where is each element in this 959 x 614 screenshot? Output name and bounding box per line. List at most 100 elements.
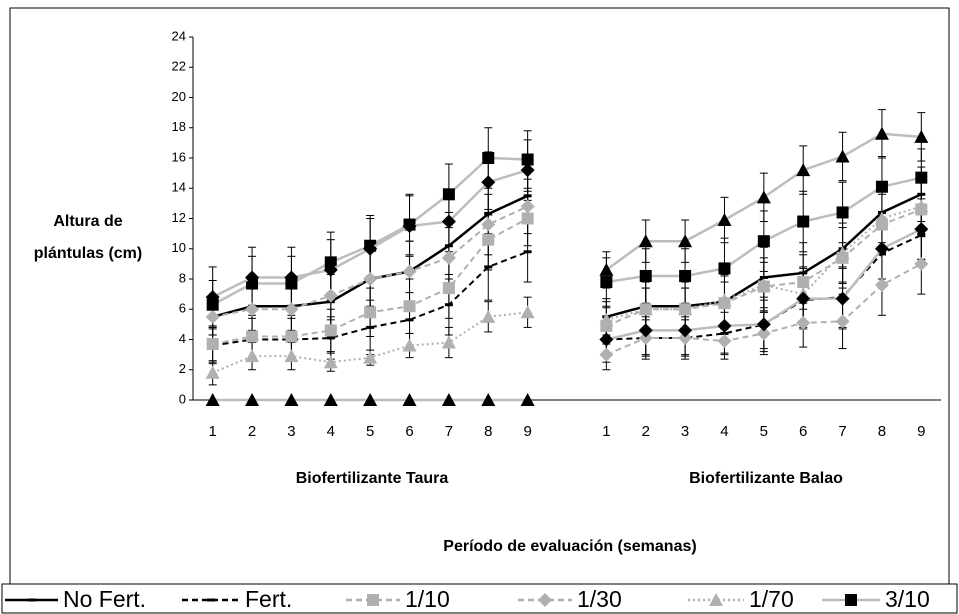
data-point [717, 334, 732, 349]
legend-label: No Fert. [63, 586, 146, 612]
y-tick-label: 14 [172, 180, 186, 195]
data-point [402, 393, 417, 406]
data-point [284, 270, 299, 285]
data-point [756, 278, 771, 292]
data-point [482, 233, 495, 246]
x-tick-label: 3 [681, 423, 689, 440]
data-point [363, 272, 378, 286]
data-point [442, 188, 455, 201]
data-point [323, 288, 338, 303]
data-point [520, 163, 535, 178]
y-tick-label: 20 [172, 89, 186, 104]
data-point [875, 180, 888, 193]
data-point [638, 323, 653, 338]
data-point [245, 349, 260, 363]
data-point [205, 393, 220, 406]
x-tick-label: 8 [878, 423, 886, 440]
x-tick-label: 8 [484, 423, 492, 440]
y-tick-label: 10 [172, 240, 186, 255]
data-point [835, 246, 850, 260]
data-point [797, 215, 810, 228]
data-point [520, 393, 535, 406]
y-tick-label: 6 [179, 301, 186, 316]
data-point [914, 129, 929, 143]
data-point [678, 330, 693, 345]
y-tick-label: 16 [172, 149, 186, 164]
data-point [442, 282, 455, 295]
x-tick-label: 7 [445, 423, 453, 440]
legend-marker [367, 594, 379, 606]
data-point [484, 212, 493, 216]
data-point [324, 324, 337, 337]
x-axis-label: Período de evaluación (semanas) [443, 538, 696, 555]
chart-frame [9, 7, 950, 585]
data-point [678, 323, 693, 338]
data-point [245, 270, 260, 285]
group-label: Biofertilizante Taura [296, 470, 449, 487]
data-point [402, 264, 417, 279]
data-point [756, 326, 771, 341]
y-tick-label: 0 [179, 391, 186, 406]
data-point [678, 234, 693, 248]
x-tick-label: 6 [799, 423, 807, 440]
data-point [364, 306, 377, 319]
data-point [874, 211, 889, 225]
data-point [914, 222, 929, 237]
data-point [403, 300, 416, 313]
data-point [323, 262, 338, 277]
y-tick-label: 4 [179, 331, 186, 346]
data-point [402, 338, 417, 352]
data-point [205, 290, 220, 305]
data-point [363, 393, 378, 406]
data-point [874, 278, 889, 293]
data-point [481, 217, 496, 232]
y-tick-label: 24 [172, 28, 186, 43]
x-tick-label: 5 [760, 423, 768, 440]
y-tick-label: 18 [172, 119, 186, 134]
y-tick-label: 8 [179, 270, 186, 285]
data-point [914, 199, 929, 213]
data-point [284, 302, 299, 317]
data-point [441, 335, 456, 349]
data-point [326, 336, 335, 340]
legend-marker [709, 593, 723, 606]
data-point [759, 275, 768, 279]
data-point [405, 318, 414, 322]
data-point [481, 175, 496, 190]
x-tick-label: 5 [366, 423, 374, 440]
data-point [444, 244, 453, 248]
x-tick-label: 1 [602, 423, 610, 440]
data-point [521, 153, 534, 166]
data-point [284, 393, 299, 406]
data-point [679, 269, 692, 282]
legend-marker [27, 598, 36, 602]
legend-marker [538, 593, 552, 607]
legend-label: Fert. [245, 586, 292, 612]
data-point [205, 365, 220, 379]
x-tick-label: 3 [287, 423, 295, 440]
legend-label: 3/10 [885, 586, 930, 612]
data-point [523, 250, 532, 254]
data-point [206, 338, 219, 351]
data-point [206, 298, 219, 311]
x-tick-label: 2 [248, 423, 256, 440]
data-point [797, 276, 810, 289]
y-axis-label: plántulas (cm) [34, 245, 142, 262]
legend-label: 1/10 [405, 586, 450, 612]
data-point [599, 332, 614, 347]
data-point [366, 325, 375, 329]
x-tick-label: 6 [405, 423, 413, 440]
data-point [441, 393, 456, 406]
data-point [520, 199, 535, 214]
legend-label: 1/70 [749, 586, 794, 612]
data-point [520, 305, 535, 319]
x-tick-label: 9 [523, 423, 531, 440]
data-point [521, 212, 534, 225]
data-point [836, 206, 849, 219]
data-point [835, 314, 850, 329]
data-point [484, 265, 493, 269]
data-point [481, 393, 496, 406]
legend-marker [207, 598, 215, 602]
x-tick-label: 9 [917, 423, 925, 440]
